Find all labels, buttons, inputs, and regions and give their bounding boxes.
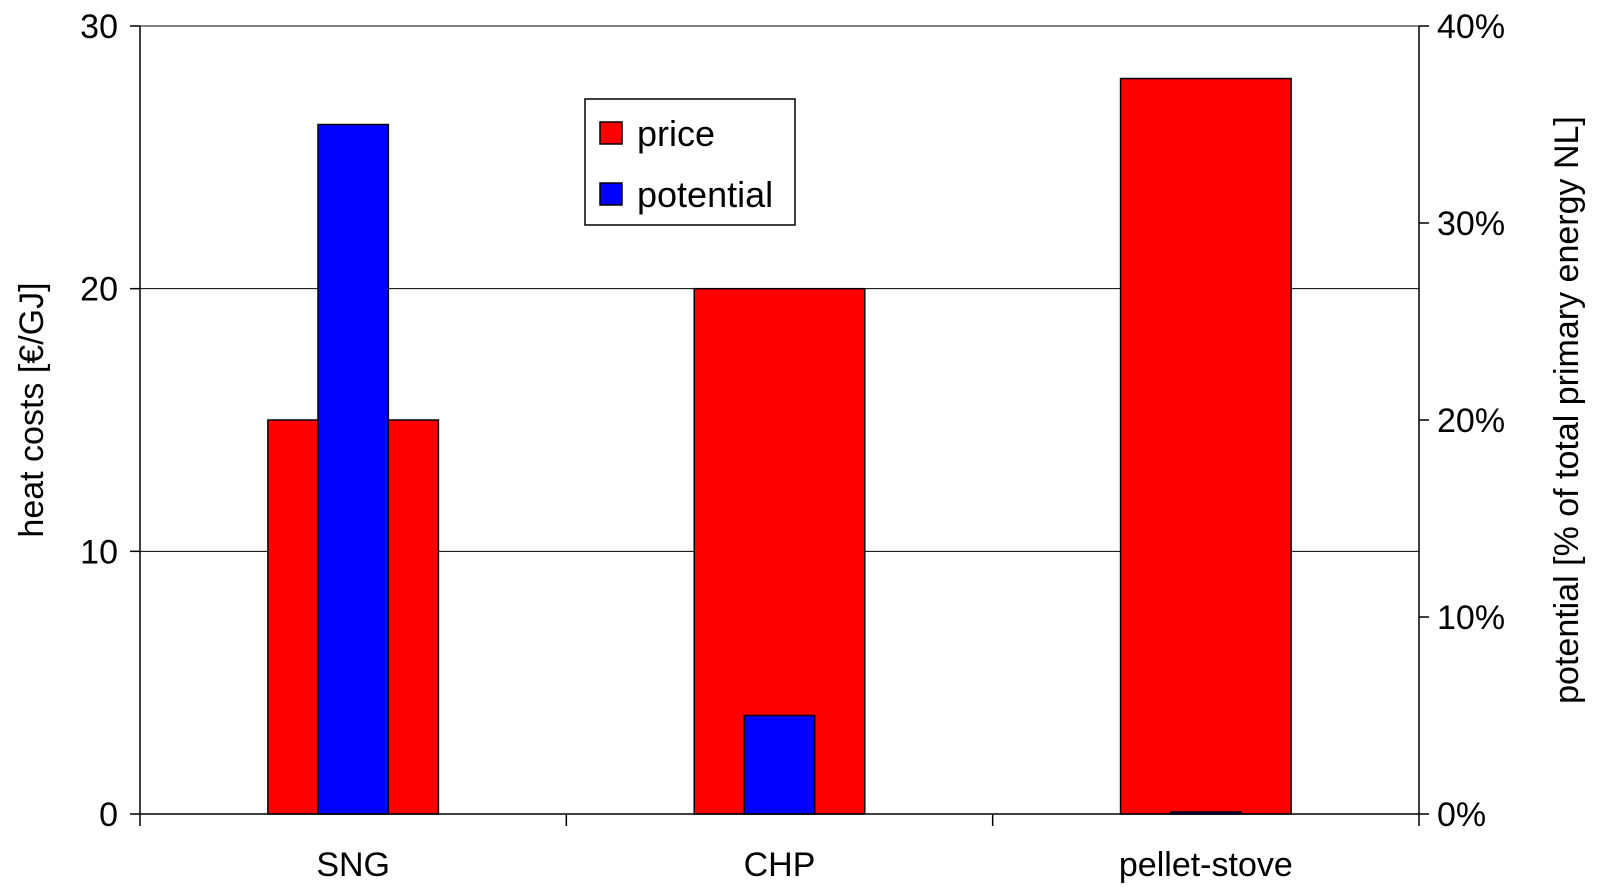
y-tick-label-right: 0% [1437, 796, 1486, 834]
legend-swatch-price [599, 121, 623, 145]
bar-potential [317, 123, 390, 815]
x-tick-label: SNG [316, 846, 390, 884]
tick-labels: 0 10 20 30 0% 10% 20% 30% 40% SNG CHP pellet-stove [80, 8, 1505, 884]
legend: price potential [584, 98, 796, 226]
y-tick-label-left: 0 [99, 796, 118, 834]
x-tick-label: CHP [744, 846, 816, 884]
legend-label-price: price [637, 113, 715, 154]
axes [130, 25, 1429, 826]
y-tick-label-right: 40% [1437, 8, 1505, 46]
bars [267, 77, 1292, 815]
bar-price [1119, 77, 1292, 815]
x-tick-label: pellet-stove [1119, 846, 1293, 884]
y-tick-label-right: 30% [1437, 205, 1505, 243]
y-axis-title-right: potential [% of total primary energy NL] [1548, 116, 1586, 704]
y-tick-label-right: 20% [1437, 402, 1505, 440]
legend-label-potential: potential [637, 174, 773, 215]
y-tick-label-left: 20 [80, 271, 118, 309]
y-tick-label-left: 30 [80, 8, 118, 46]
bar-potential [743, 714, 816, 815]
y-axis-title-left: heat costs [€/GJ] [13, 282, 51, 537]
legend-swatch-potential [599, 182, 623, 206]
y-tick-label-right: 10% [1437, 599, 1505, 637]
y-tick-label-left: 10 [80, 533, 118, 571]
